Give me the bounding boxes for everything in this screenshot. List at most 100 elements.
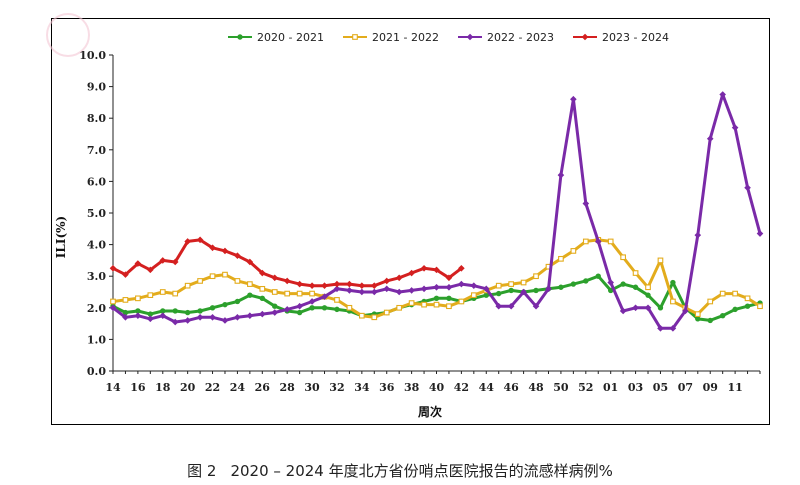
data-point [247,292,253,298]
data-point [383,277,391,285]
data-point [466,33,474,41]
data-point [607,238,614,245]
data-point [271,289,278,295]
x-tick-label: 44 [479,381,495,394]
y-tick-label: 5.0 [87,207,106,220]
data-point [371,314,378,321]
data-point [719,313,726,319]
data-point [171,258,179,266]
data-point [395,288,403,296]
data-point [358,282,366,289]
y-tick-label: 8.0 [87,112,106,125]
y-tick-label: 10.0 [79,49,106,62]
data-point [445,274,453,282]
data-point [719,91,726,98]
data-point [458,298,465,305]
legend-item: 2021 - 2022 [343,31,439,44]
figure-caption-text: 2020 – 2024 年度北方省份哨点医院报告的流感样病例% [230,462,613,480]
data-point [557,171,565,179]
y-tick-label: 2.0 [87,302,106,315]
data-point [122,271,129,278]
x-tick-label: 26 [255,381,271,394]
data-point [420,264,428,272]
legend-item: 2022 - 2023 [458,31,554,44]
data-point [370,282,378,289]
legend-label: 2022 - 2023 [487,31,554,44]
data-point [222,301,228,308]
data-point [408,269,415,277]
x-tick-label: 48 [528,381,544,394]
series-2 [109,91,764,332]
figure-caption: 图 2 2020 – 2024 年度北方省份哨点医院报告的流感样病例% [0,460,800,481]
data-point [110,298,116,305]
legend-item: 2020 - 2021 [228,31,324,44]
data-point [134,312,142,320]
data-point [159,257,167,264]
x-tick-label: 42 [454,381,469,394]
data-point [234,278,241,284]
data-point [234,313,241,321]
data-point [657,257,664,264]
data-point [446,303,452,310]
data-point [259,310,266,318]
x-tick-label: 28 [280,381,296,394]
data-point [296,290,303,297]
data-point [731,124,739,131]
data-point [744,184,751,192]
y-tick-label: 4.0 [87,239,106,252]
data-point [421,301,427,308]
x-tick-label: 34 [354,381,370,394]
data-point [309,305,315,311]
data-point [446,295,452,302]
data-point [346,287,353,294]
data-point [308,282,316,289]
data-point [159,312,167,320]
data-point [719,290,726,297]
x-tick-label: 22 [205,381,220,394]
data-point [520,279,527,286]
data-point [470,282,478,289]
data-point [508,287,514,294]
data-point [507,302,515,310]
data-point [632,270,639,276]
x-tick-label: 11 [727,381,742,394]
data-point [533,287,539,294]
data-point [358,288,366,296]
data-point [532,302,540,310]
data-point [582,200,590,207]
data-point [695,316,701,322]
x-tick-label: 14 [105,381,121,394]
data-point [283,306,291,313]
data-point [657,305,664,311]
data-point [732,290,738,297]
data-point [171,318,179,326]
data-point [197,308,203,314]
figure-number: 图 2 [187,462,217,480]
data-point [669,325,677,332]
figure-frame: 2020 - 2021 2021 - 2022 2022 - 2023 2023 - … [46,13,770,425]
data-point [259,269,266,277]
x-tick-label: 36 [379,381,395,394]
data-point [395,274,403,282]
data-point [333,285,341,293]
data-point [221,247,229,255]
data-point [172,308,178,314]
data-point [196,313,204,321]
series-1 [110,237,763,321]
data-point [147,292,154,299]
data-point [632,304,639,312]
data-point [694,311,701,317]
data-point [496,290,502,297]
data-point [570,95,577,103]
y-tick-label: 9.0 [87,81,106,94]
data-point [483,292,489,298]
data-point [271,274,279,282]
data-point [558,255,564,262]
data-point [122,297,129,303]
x-tick-label: 52 [578,381,593,394]
x-tick-label: 24 [230,381,246,394]
x-axis-label: 周次 [418,404,442,419]
data-point [583,278,589,284]
data-point [352,34,358,40]
data-point [234,298,241,305]
